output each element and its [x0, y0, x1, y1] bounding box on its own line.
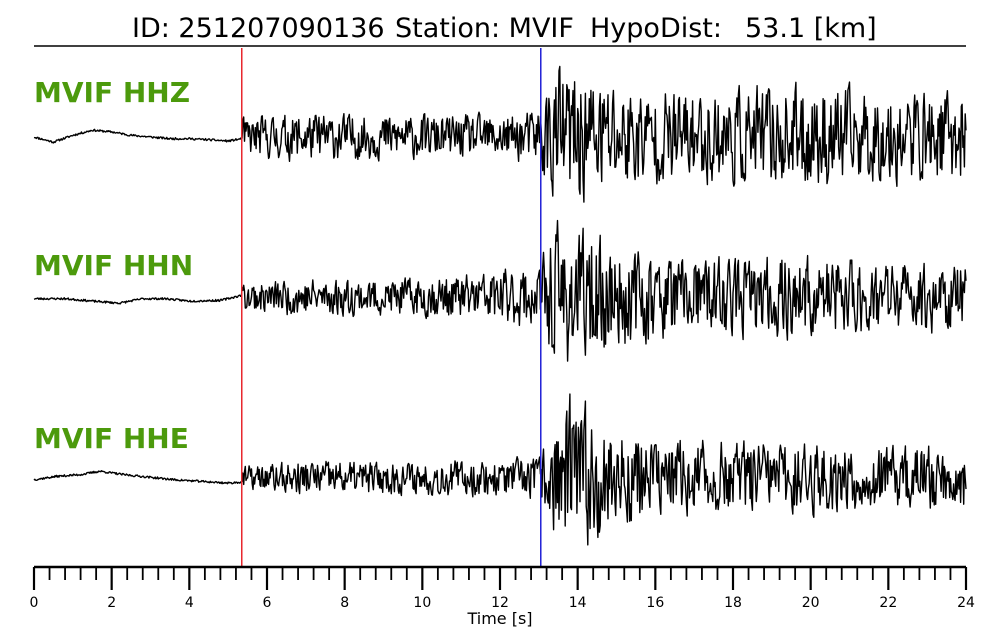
tick-label: 10: [413, 595, 431, 611]
x-axis-tick-labels: 0 2 4 6 8 10 12 14 16 18 20 22 24: [30, 595, 975, 611]
title-hypodist-label: HypoDist:: [590, 13, 722, 44]
tick-label: 0: [30, 595, 39, 611]
tick-label: 22: [879, 595, 897, 611]
x-axis-ticks: [32, 567, 968, 590]
trace-mvif-hhz: [33, 65, 967, 203]
tick-label: 6: [263, 595, 272, 611]
trace-mvif-hhn: [33, 219, 967, 362]
title-station: Station: MVIF: [395, 13, 574, 44]
tick-label: 14: [569, 595, 587, 611]
title-hypodist-value: 53.1 [km]: [745, 13, 877, 44]
tick-label: 2: [107, 595, 116, 611]
tick-label: 18: [724, 595, 742, 611]
chart-title: ID: 251207090136 Station: MVIF HypoDist:…: [132, 13, 877, 44]
channel-labels: MVIF HHZ MVIF HHN MVIF HHE: [34, 76, 193, 455]
x-axis-label: Time [s]: [466, 609, 532, 628]
channel-label-hhe: MVIF HHE: [34, 422, 189, 455]
tick-label: 12: [491, 595, 509, 611]
trace-mvif-hhe: [33, 393, 967, 546]
tick-label: 20: [802, 595, 820, 611]
tick-label: 4: [185, 595, 194, 611]
tick-label: 16: [646, 595, 664, 611]
channel-label-hhz: MVIF HHZ: [34, 76, 190, 109]
tick-label: 8: [340, 595, 349, 611]
title-event-id: ID: 251207090136: [132, 13, 385, 44]
tick-label: 24: [957, 595, 975, 611]
trace-group: [33, 65, 967, 546]
channel-label-hhn: MVIF HHN: [34, 249, 193, 282]
